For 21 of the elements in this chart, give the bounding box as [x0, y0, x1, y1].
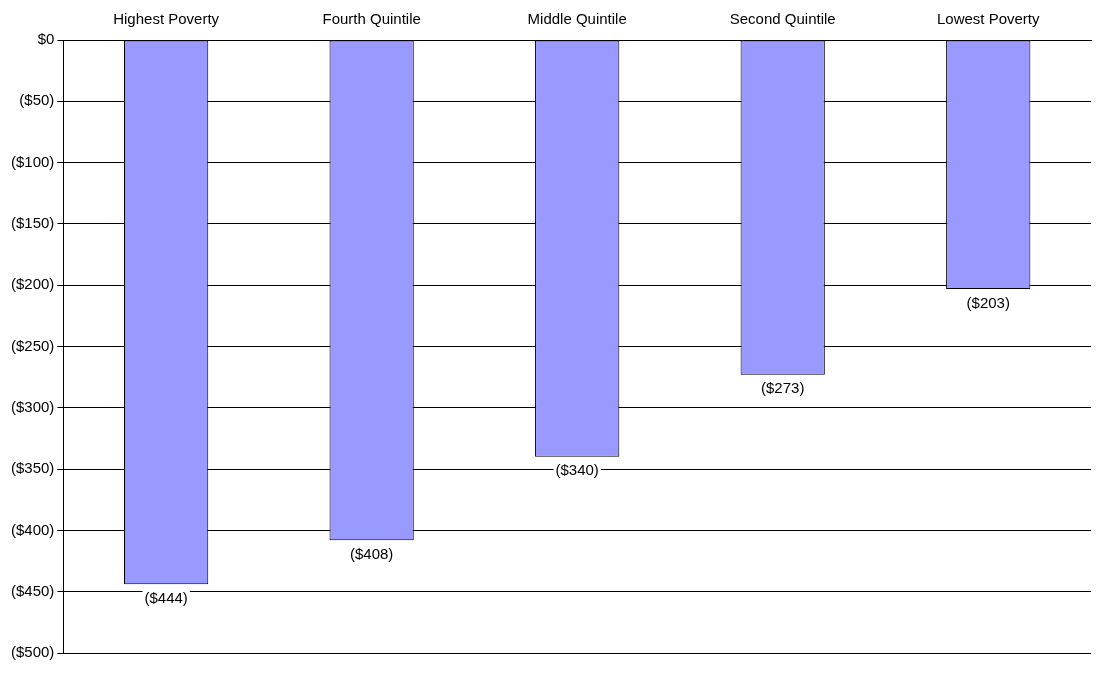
data-label: ($203) [966, 293, 1010, 311]
data-label: ($340) [555, 461, 599, 479]
x-tick-label: Middle Quintile [527, 10, 627, 28]
y-tick-label: ($50) [19, 91, 55, 109]
y-tick-label: ($300) [11, 397, 55, 415]
y-tick-label: ($500) [11, 643, 55, 661]
x-tick-label: Highest Poverty [113, 10, 220, 28]
y-tick-label: ($100) [11, 152, 55, 170]
y-tick-label: ($450) [11, 581, 55, 599]
y-tick-label: ($150) [11, 214, 55, 232]
y-tick-label: ($350) [11, 459, 55, 477]
y-tick-label: ($200) [11, 275, 55, 293]
y-tick-label: ($400) [11, 520, 55, 538]
y-tick-label: $0 [37, 30, 55, 48]
x-tick-label: Second Quintile [729, 10, 836, 28]
x-tick-label: Fourth Quintile [322, 10, 421, 28]
data-label: ($273) [761, 379, 805, 397]
y-tick-label: ($250) [11, 336, 55, 354]
x-tick-label: Lowest Poverty [936, 10, 1041, 28]
data-label: ($408) [349, 544, 394, 562]
data-label: ($444) [144, 588, 188, 606]
